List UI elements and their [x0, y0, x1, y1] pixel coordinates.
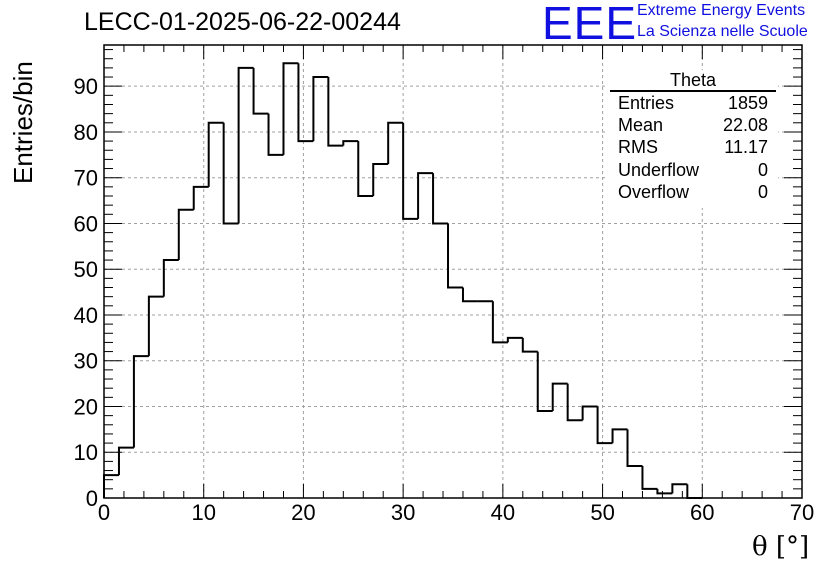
y-tick-label: 90 — [74, 74, 98, 99]
histogram-bin — [312, 76, 329, 142]
stats-box: Theta Entries 1859 Mean 22.08 RMS 11.17 … — [608, 70, 778, 208]
y-tick-label: 0 — [86, 486, 98, 511]
histogram-bin — [222, 122, 239, 225]
histogram-bin — [461, 287, 478, 303]
histogram-bin — [103, 474, 119, 498]
stats-row-underflow: Underflow 0 — [618, 160, 768, 182]
histogram-bin — [372, 162, 389, 196]
histogram-bin — [327, 77, 344, 147]
stats-label: Mean — [618, 115, 664, 135]
stats-value: 1859 — [727, 93, 768, 113]
histogram-bin — [641, 465, 658, 490]
stats-label: RMS — [618, 137, 658, 157]
histogram-bin — [267, 113, 284, 156]
stats-value: 11.17 — [724, 137, 768, 157]
x-tick-label: 20 — [291, 500, 315, 525]
x-tick-label: 40 — [491, 500, 515, 525]
histogram-bin — [252, 67, 269, 115]
chart-title: LECC-01-2025-06-22-00244 — [84, 8, 401, 36]
tick-labels: 0 10 20 30 40 50 60 70 0 10 20 30 40 50 60 70 80 90 — [74, 74, 815, 525]
eee-logo: EEE — [542, 0, 638, 49]
histogram-bin — [147, 295, 164, 357]
y-tick-label: 10 — [74, 440, 98, 465]
histogram-bin — [417, 172, 434, 219]
histogram-bin — [551, 382, 568, 412]
histogram-bin — [432, 173, 449, 225]
y-tick-label: 50 — [74, 257, 98, 282]
stats-value: 22.08 — [722, 115, 768, 135]
stats-label: Underflow — [618, 160, 700, 180]
histogram-bin — [237, 66, 254, 224]
histogram-bin — [491, 301, 508, 344]
plot-frame — [103, 44, 803, 499]
axis-ticks — [103, 45, 803, 499]
stats-value: 0 — [757, 182, 768, 202]
histogram-bin — [566, 383, 583, 422]
x-tick-label: 60 — [690, 500, 714, 525]
y-axis-label: Entries/bin — [8, 61, 38, 184]
histogram-bars — [103, 62, 703, 499]
histogram-bin — [656, 488, 673, 495]
histogram-bin — [626, 429, 643, 467]
histogram-bin — [117, 446, 134, 476]
histogram-bin — [297, 63, 314, 143]
histogram-bin — [447, 223, 463, 289]
histogram-bin — [686, 484, 703, 499]
histogram-bin — [342, 140, 359, 146]
stats-row-rms: RMS 11.17 — [618, 137, 768, 159]
stats-divider — [610, 90, 776, 92]
brand-line-2: La Scienza nelle Scuole — [637, 23, 808, 40]
y-tick-label: 60 — [74, 211, 98, 236]
histogram-bin — [596, 406, 613, 445]
histogram-bin — [506, 336, 523, 343]
stats-label: Entries — [618, 93, 675, 113]
stats-value: 0 — [757, 160, 768, 180]
histogram-bin — [521, 337, 538, 353]
x-tick-label: 10 — [191, 500, 215, 525]
x-tick-label: 0 — [98, 500, 110, 525]
histogram-bin — [132, 355, 149, 448]
brand-line-1: Extreme Energy Events — [637, 2, 806, 19]
y-tick-label: 20 — [74, 394, 98, 419]
histogram-bin — [671, 483, 688, 494]
y-tick-label: 70 — [74, 166, 98, 191]
histogram-bin — [611, 428, 628, 444]
histogram-bin — [402, 122, 419, 220]
x-axis-label: θ [°] — [752, 532, 810, 562]
histogram-bin — [192, 185, 209, 210]
x-tick-label: 50 — [590, 500, 614, 525]
histogram-bin — [387, 121, 404, 164]
y-tick-label: 30 — [74, 349, 98, 374]
stats-title: Theta — [669, 70, 717, 90]
x-tick-label: 30 — [391, 500, 415, 525]
histogram-bin — [207, 121, 224, 187]
histogram-bin — [581, 405, 598, 421]
histogram-bin — [536, 351, 553, 413]
y-tick-label: 80 — [74, 120, 98, 145]
y-tick-label: 40 — [74, 303, 98, 328]
histogram-bin — [282, 62, 299, 155]
grid-lines — [104, 45, 802, 498]
histogram-bin — [357, 141, 374, 197]
histogram-bin — [162, 259, 179, 297]
histogram-bin — [177, 208, 194, 261]
stats-row-entries: Entries 1859 — [618, 93, 768, 115]
x-tick-label: 70 — [790, 500, 814, 525]
stats-row-mean: Mean 22.08 — [618, 115, 768, 137]
stats-label: Overflow — [618, 182, 690, 202]
stats-row-overflow: Overflow 0 — [618, 182, 768, 204]
